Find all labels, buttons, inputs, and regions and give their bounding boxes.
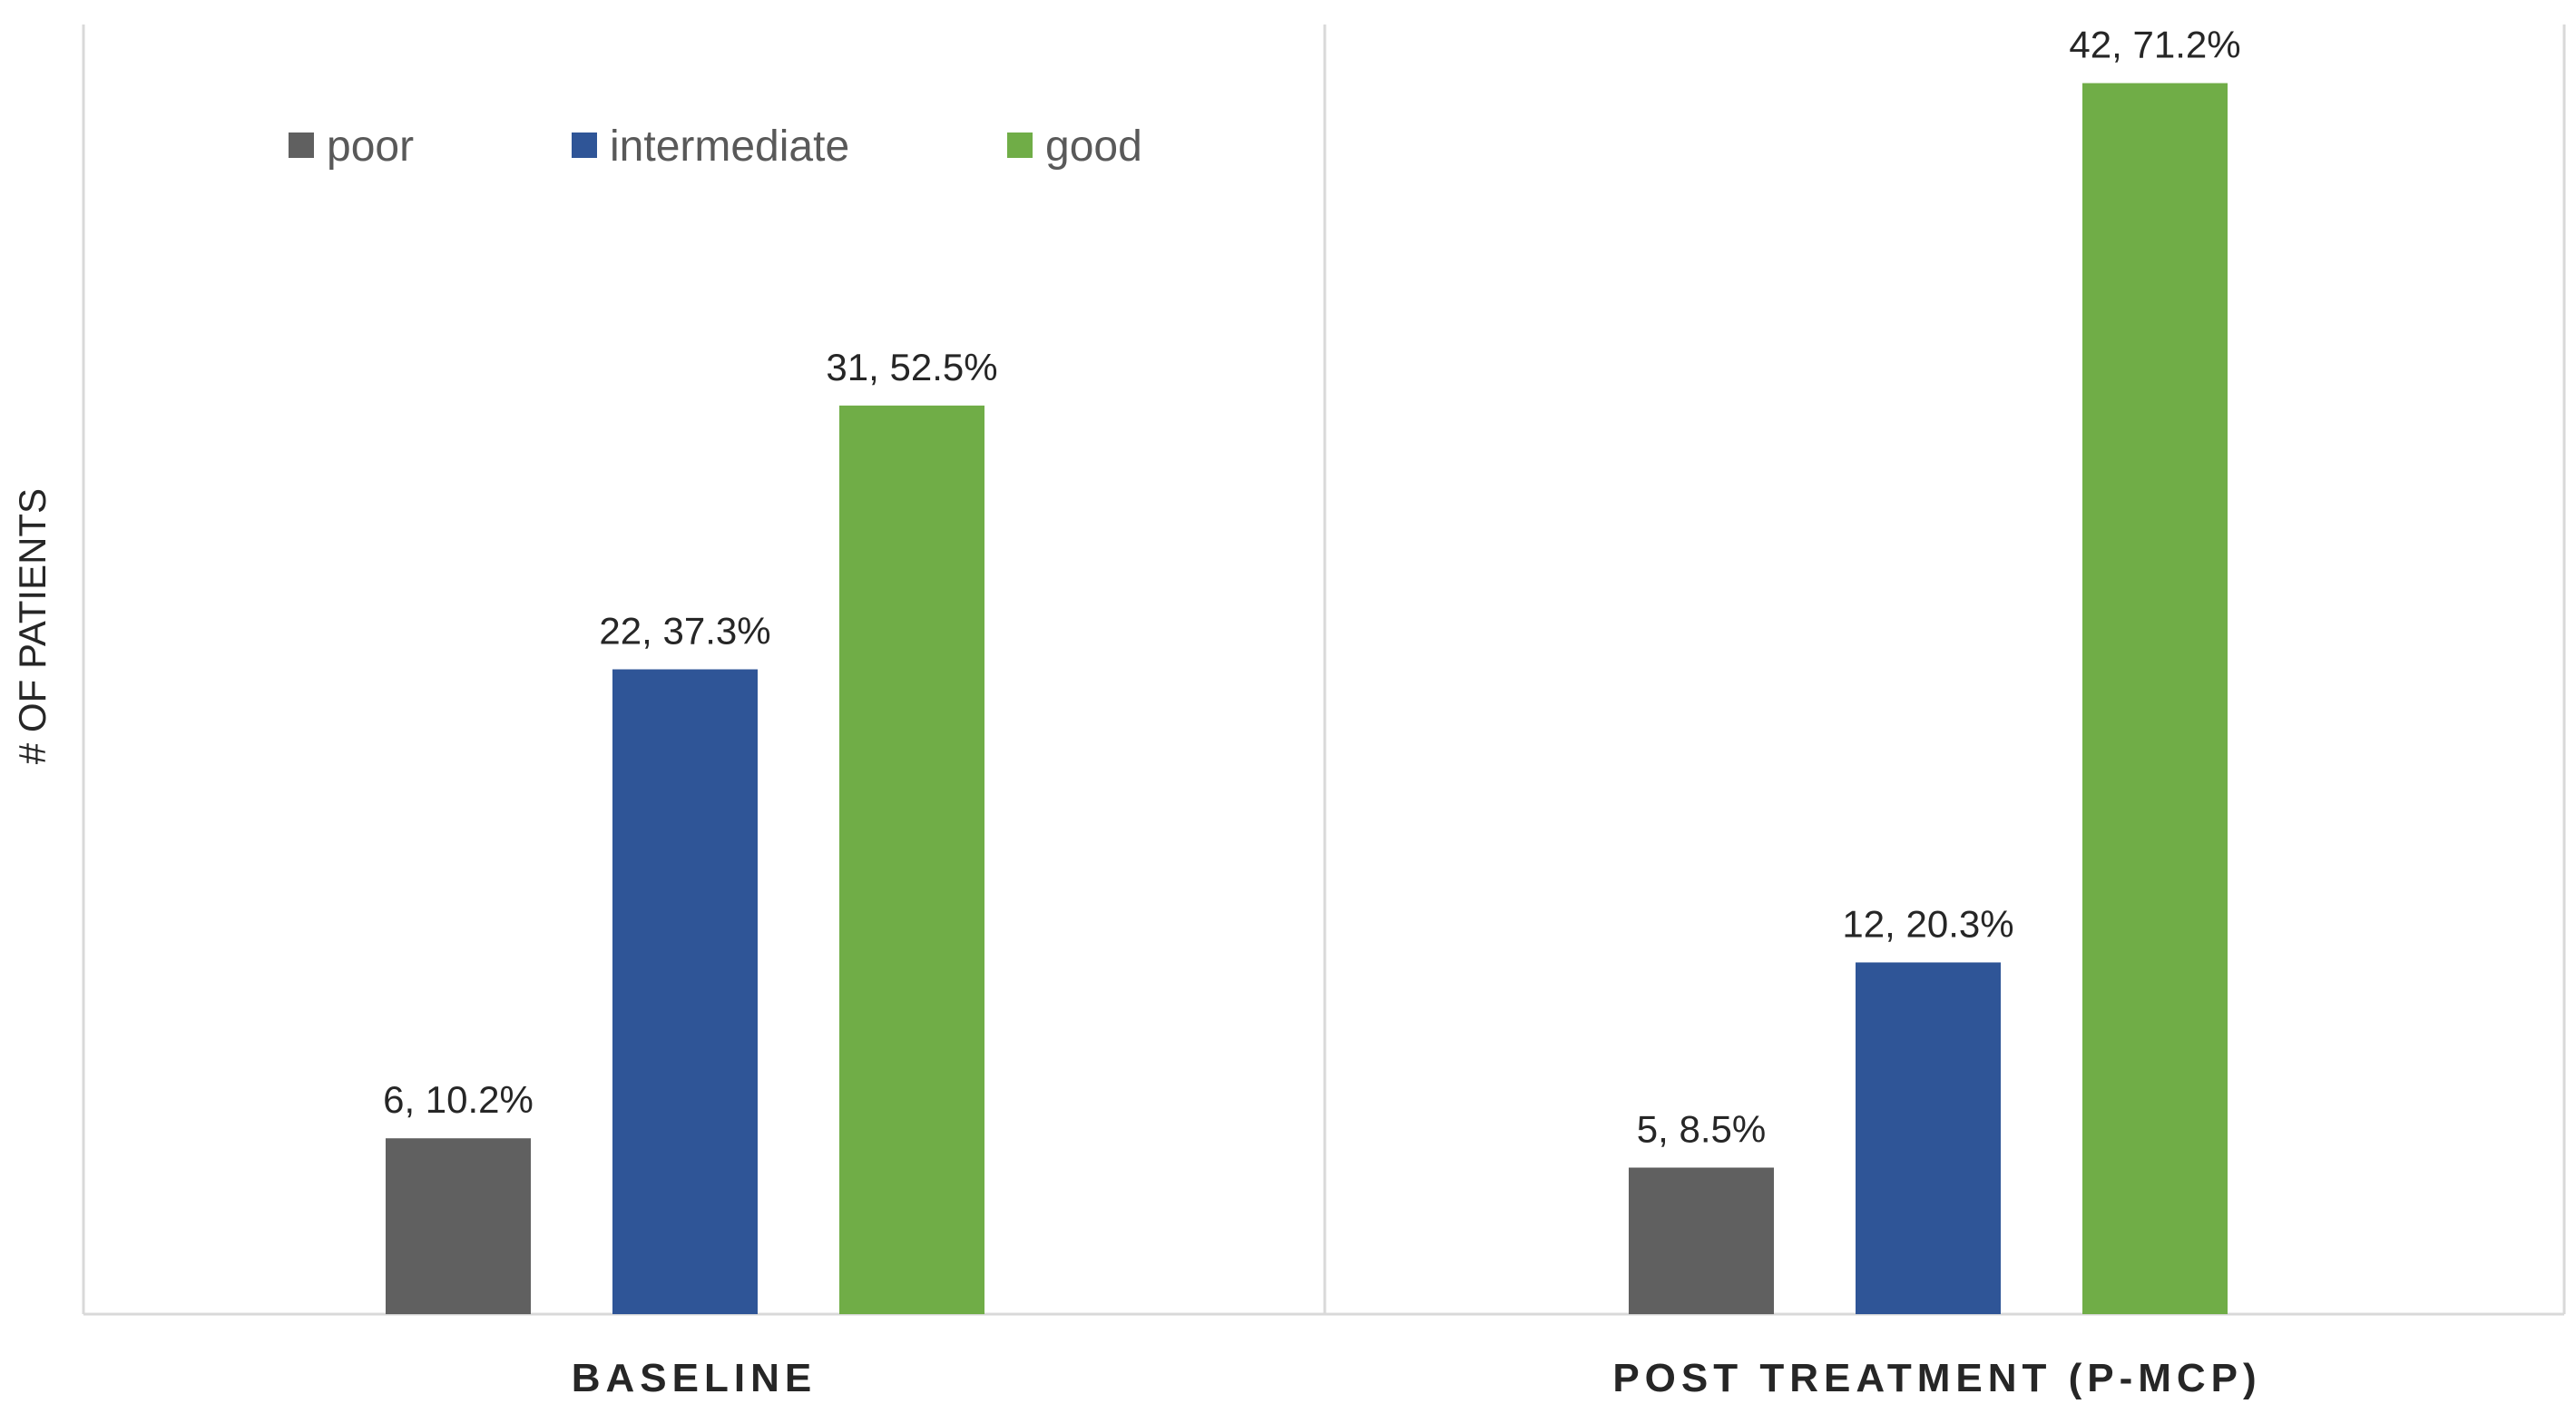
data-labels-group: 6, 10.2% 22, 37.3% 31, 52.5% 5, 8.5% 12, 20.…	[383, 24, 2240, 1151]
bar-poor-1	[1629, 1167, 1774, 1314]
data-label-poor-0: 6, 10.2%	[383, 1078, 534, 1121]
category-label-1: POST TREATMENT (P-MCP)	[1612, 1356, 2261, 1400]
data-label-poor-1: 5, 8.5%	[1637, 1108, 1766, 1151]
y-axis-title: # OF PATIENTS	[11, 488, 54, 764]
category-label-0: BASELINE	[572, 1356, 817, 1400]
bar-intermediate-0	[612, 669, 758, 1314]
data-label-good-1: 42, 71.2%	[2069, 24, 2240, 66]
legend-label-good: good	[1045, 123, 1142, 171]
bars-group	[386, 83, 2228, 1314]
legend-swatch-good	[1007, 133, 1033, 158]
legend-label-intermediate: intermediate	[610, 123, 849, 171]
legend-swatch-poor	[289, 133, 314, 158]
bar-good-1	[2082, 83, 2228, 1314]
bar-good-0	[839, 405, 984, 1314]
legend: poor intermediate good	[289, 123, 1142, 171]
legend-swatch-intermediate	[572, 133, 597, 158]
data-label-intermediate-0: 22, 37.3%	[599, 610, 770, 653]
data-label-intermediate-1: 12, 20.3%	[1842, 902, 2013, 945]
bar-poor-0	[386, 1138, 531, 1314]
legend-label-poor: poor	[327, 123, 414, 171]
data-label-good-0: 31, 52.5%	[826, 346, 997, 388]
bar-intermediate-1	[1856, 962, 2001, 1314]
category-labels-group: BASELINE POST TREATMENT (P-MCP)	[572, 1356, 2261, 1400]
